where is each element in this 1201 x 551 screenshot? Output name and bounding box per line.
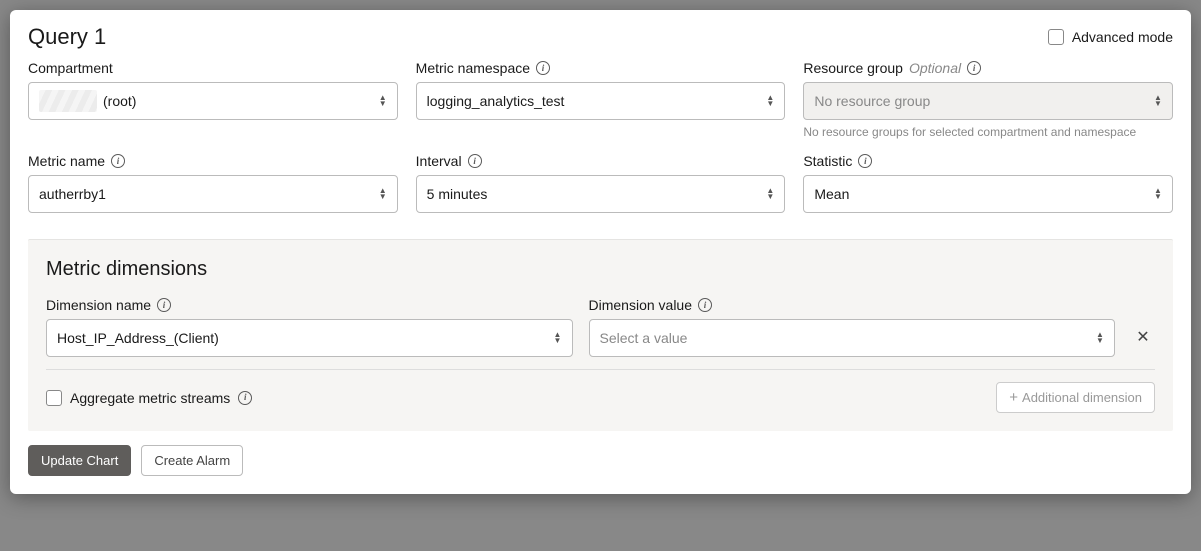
dimension-name-label: Dimension name i	[46, 297, 573, 313]
chevron-updown-icon: ▲▼	[764, 186, 776, 202]
chevron-updown-icon: ▲▼	[764, 93, 776, 109]
dimensions-footer: Aggregate metric streams i + Additional …	[46, 382, 1155, 413]
create-alarm-button[interactable]: Create Alarm	[141, 445, 243, 476]
interval-select[interactable]: 5 minutes ▲▼	[416, 175, 786, 213]
compartment-label: Compartment	[28, 60, 398, 76]
dimension-value-label: Dimension value i	[589, 297, 1116, 313]
query-title: Query 1	[28, 24, 106, 50]
statistic-label: Statistic i	[803, 153, 1173, 169]
aggregate-metric-streams-toggle[interactable]: Aggregate metric streams i	[46, 390, 252, 406]
dimension-name-value: Host_IP_Address_(Client)	[57, 330, 219, 346]
statistic-field: Statistic i Mean ▲▼	[803, 153, 1173, 213]
metric-name-field: Metric name i autherrby1 ▲▼	[28, 153, 398, 213]
metric-name-value: autherrby1	[39, 186, 106, 202]
fields-row-2: Metric name i autherrby1 ▲▼ Interval i 5…	[10, 153, 1191, 227]
statistic-select[interactable]: Mean ▲▼	[803, 175, 1173, 213]
advanced-mode-toggle[interactable]: Advanced mode	[1048, 29, 1173, 45]
info-icon[interactable]: i	[111, 154, 125, 168]
dimension-name-field: Dimension name i Host_IP_Address_(Client…	[46, 297, 573, 357]
chevron-updown-icon: ▲▼	[377, 93, 389, 109]
resource-group-select: No resource group ▲▼	[803, 82, 1173, 120]
plus-icon: +	[1009, 390, 1018, 405]
compartment-icon	[39, 90, 97, 112]
chevron-updown-icon: ▲▼	[377, 186, 389, 202]
metric-name-select[interactable]: autherrby1 ▲▼	[28, 175, 398, 213]
compartment-field: Compartment (root) ▲▼	[28, 60, 398, 139]
info-icon[interactable]: i	[468, 154, 482, 168]
update-chart-button[interactable]: Update Chart	[28, 445, 131, 476]
aggregate-label: Aggregate metric streams	[70, 390, 230, 406]
metric-namespace-select[interactable]: logging_analytics_test ▲▼	[416, 82, 786, 120]
remove-dimension-button[interactable]: ✕	[1131, 327, 1155, 357]
panel-header: Query 1 Advanced mode	[10, 10, 1191, 60]
resource-group-helper: No resource groups for selected compartm…	[803, 125, 1173, 139]
chevron-updown-icon: ▲▼	[1152, 186, 1164, 202]
dimension-row: Dimension name i Host_IP_Address_(Client…	[46, 297, 1155, 357]
dimension-value-placeholder: Select a value	[600, 330, 688, 346]
query-panel: Query 1 Advanced mode Compartment (root)…	[10, 10, 1191, 494]
aggregate-checkbox[interactable]	[46, 390, 62, 406]
info-icon[interactable]: i	[536, 61, 550, 75]
interval-field: Interval i 5 minutes ▲▼	[416, 153, 786, 213]
chevron-updown-icon: ▲▼	[552, 330, 564, 346]
advanced-mode-checkbox[interactable]	[1048, 29, 1064, 45]
dimensions-title: Metric dimensions	[46, 258, 1155, 281]
compartment-select[interactable]: (root) ▲▼	[28, 82, 398, 120]
info-icon[interactable]: i	[967, 61, 981, 75]
metric-namespace-field: Metric namespace i logging_analytics_tes…	[416, 60, 786, 139]
dimension-value-field: Dimension value i Select a value ▲▼	[589, 297, 1116, 357]
dimension-value-select[interactable]: Select a value ▲▼	[589, 319, 1116, 357]
metric-name-label: Metric name i	[28, 153, 398, 169]
metric-namespace-value: logging_analytics_test	[427, 93, 565, 109]
info-icon[interactable]: i	[698, 298, 712, 312]
divider	[46, 369, 1155, 370]
resource-group-placeholder: No resource group	[814, 93, 930, 109]
metric-dimensions-section: Metric dimensions Dimension name i Host_…	[28, 239, 1173, 431]
interval-value: 5 minutes	[427, 186, 488, 202]
info-icon[interactable]: i	[157, 298, 171, 312]
metric-namespace-label: Metric namespace i	[416, 60, 786, 76]
chevron-updown-icon: ▲▼	[1152, 93, 1164, 109]
info-icon[interactable]: i	[238, 391, 252, 405]
resource-group-label: Resource group Optional i	[803, 60, 1173, 76]
interval-label: Interval i	[416, 153, 786, 169]
resource-group-field: Resource group Optional i No resource gr…	[803, 60, 1173, 139]
advanced-mode-label: Advanced mode	[1072, 29, 1173, 45]
fields-row-1: Compartment (root) ▲▼ Metric namespace i…	[10, 60, 1191, 153]
info-icon[interactable]: i	[858, 154, 872, 168]
additional-dimension-button[interactable]: + Additional dimension	[996, 382, 1155, 413]
chevron-updown-icon: ▲▼	[1094, 330, 1106, 346]
dimension-name-select[interactable]: Host_IP_Address_(Client) ▲▼	[46, 319, 573, 357]
statistic-value: Mean	[814, 186, 849, 202]
action-buttons: Update Chart Create Alarm	[10, 431, 1191, 494]
compartment-value: (root)	[103, 93, 136, 109]
